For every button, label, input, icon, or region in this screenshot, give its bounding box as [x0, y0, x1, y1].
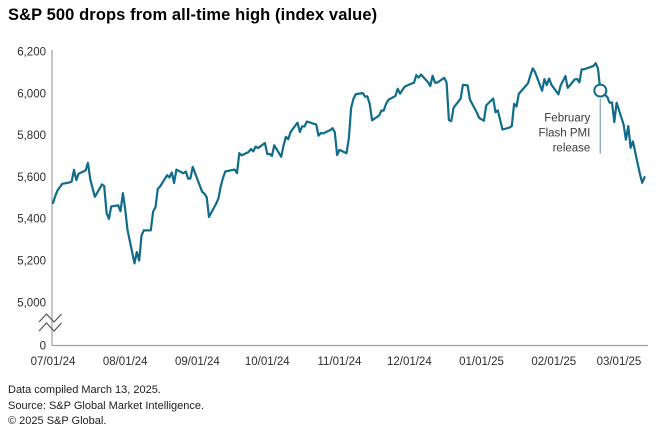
annotation-label: February Flash PMI release — [539, 113, 591, 155]
sp500-line — [51, 62, 646, 265]
x-tick-label: 01/01/25 — [459, 356, 504, 368]
x-tick-label: 02/01/25 — [531, 356, 576, 368]
y-tick-label: 6,200 — [17, 47, 46, 59]
y-tick-label: 5,200 — [17, 256, 46, 268]
x-tick-label: 07/01/24 — [31, 356, 76, 368]
axis-break-icon — [38, 313, 62, 332]
x-tick-label: 09/01/24 — [175, 356, 220, 368]
y-tick-label: 5,600 — [17, 172, 46, 184]
y-tick-label: 6,000 — [17, 88, 46, 100]
y-tick-labels: 6,200 6,000 5,800 5,600 5,400 5,200 5,000 0 — [17, 47, 46, 353]
pmi-marker-circle — [593, 83, 608, 98]
chart-title: S&P 500 drops from all-time high (index … — [8, 6, 378, 24]
pmi-annotation: February Flash PMI release — [539, 83, 608, 155]
y-tick-label: 5,400 — [17, 214, 46, 226]
x-tick-label: 10/01/24 — [245, 356, 290, 368]
x-tick-label: 03/01/25 — [597, 356, 642, 368]
y-tick-label: 5,800 — [17, 130, 46, 142]
x-tick-label: 11/01/24 — [318, 356, 363, 368]
footer-notes: Data compiled March 13, 2025. Source: S&… — [8, 383, 204, 430]
footer-note-copyright: © 2025 S&P Global. — [8, 415, 107, 427]
x-tick-label: 12/01/24 — [387, 356, 432, 368]
y-tick-label: 5,000 — [17, 297, 46, 309]
footer-note-source: Source: S&P Global Market Intelligence. — [8, 399, 205, 412]
footer-note-compiled: Data compiled March 13, 2025. — [8, 384, 161, 396]
x-tick-labels: 07/01/24 08/01/24 09/01/24 10/01/24 11/01/24… — [31, 356, 642, 368]
y-tick-label: 0 — [40, 341, 46, 353]
x-tick-label: 08/01/24 — [103, 356, 148, 368]
